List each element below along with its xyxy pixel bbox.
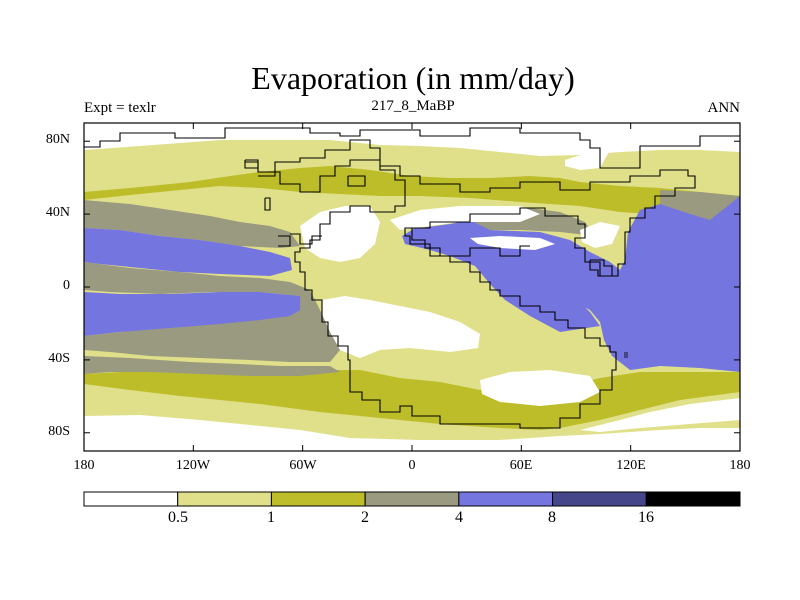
arctic-island bbox=[347, 175, 366, 187]
north-polar-low-band bbox=[84, 123, 740, 156]
y-tick-label: 40N bbox=[45, 205, 70, 220]
coastlines bbox=[84, 127, 740, 429]
x-tick-label: 120W bbox=[175, 458, 211, 473]
colorbar-swatch bbox=[83, 491, 179, 507]
coast-inlet-b bbox=[278, 235, 291, 247]
x-tick-label: 120E bbox=[616, 458, 646, 473]
colorbar-label: 16 bbox=[638, 509, 654, 526]
pacific-north-high-evap bbox=[84, 228, 292, 276]
peak-evap-spot bbox=[624, 352, 628, 358]
chart-subtitle: 217_8_MaBP bbox=[371, 98, 455, 114]
colorbar bbox=[83, 491, 741, 507]
gondwana-coast bbox=[405, 227, 530, 257]
south-grey-band bbox=[84, 356, 340, 376]
south-america-low-evap bbox=[322, 296, 480, 358]
colorbar-swatch bbox=[364, 491, 460, 507]
axis-ticks bbox=[83, 123, 741, 451]
laurasia-east-low-evap bbox=[470, 236, 555, 250]
asian-island bbox=[589, 259, 613, 277]
south-olive-band bbox=[84, 368, 740, 430]
colorbar-swatch bbox=[552, 491, 647, 507]
colorbar-swatch bbox=[270, 491, 366, 507]
colorbar-label: 0.5 bbox=[168, 509, 188, 526]
colorbar-swatch bbox=[645, 491, 741, 507]
chart-title: Evaporation (in mm/day) bbox=[251, 60, 575, 96]
colorbar-label: 4 bbox=[455, 509, 463, 526]
arctic-white-patch bbox=[565, 150, 610, 170]
colorbar-label: 8 bbox=[548, 509, 556, 526]
colorbar-swatch bbox=[177, 491, 272, 507]
y-tick-label: 80S bbox=[48, 424, 70, 439]
x-tick-label: 60E bbox=[509, 458, 533, 473]
north-america-low-evap bbox=[300, 206, 380, 262]
colorbar-label: 2 bbox=[361, 509, 369, 526]
colorbar-label: 1 bbox=[267, 509, 275, 526]
pacific-south-high-evap bbox=[84, 292, 300, 336]
season-label: ANN bbox=[707, 100, 741, 116]
tethys-west-gulf bbox=[402, 226, 600, 332]
east-pacific-grey bbox=[84, 262, 340, 362]
x-tick-label: 60W bbox=[289, 458, 317, 473]
x-tick-label: 180 bbox=[73, 458, 95, 473]
north-olive-band bbox=[84, 166, 740, 214]
x-tick-label: 0 bbox=[408, 458, 416, 473]
central-laurasia-low-evap bbox=[390, 206, 540, 230]
north-grey-band bbox=[84, 200, 300, 248]
colorbar-swatch bbox=[458, 491, 554, 507]
antarctic-coast-low-evap bbox=[580, 398, 740, 432]
y-tick-label: 40S bbox=[48, 351, 70, 366]
asia-low-evap-patch bbox=[580, 222, 620, 248]
south-polar-low-band bbox=[84, 415, 740, 451]
experiment-label: Expt = texlr bbox=[84, 100, 156, 116]
small-island-west bbox=[264, 197, 271, 211]
map-fill bbox=[84, 123, 740, 451]
coast-inlet-a bbox=[290, 233, 322, 245]
y-tick-label: 0 bbox=[63, 278, 70, 293]
laurentia-coast bbox=[245, 139, 696, 429]
x-tick-label: 180 bbox=[729, 458, 751, 473]
africa-south-low-evap bbox=[480, 370, 600, 406]
north-polar-coast bbox=[84, 127, 740, 169]
small-island-mid bbox=[244, 159, 259, 169]
y-tick-label: 80N bbox=[45, 132, 70, 147]
